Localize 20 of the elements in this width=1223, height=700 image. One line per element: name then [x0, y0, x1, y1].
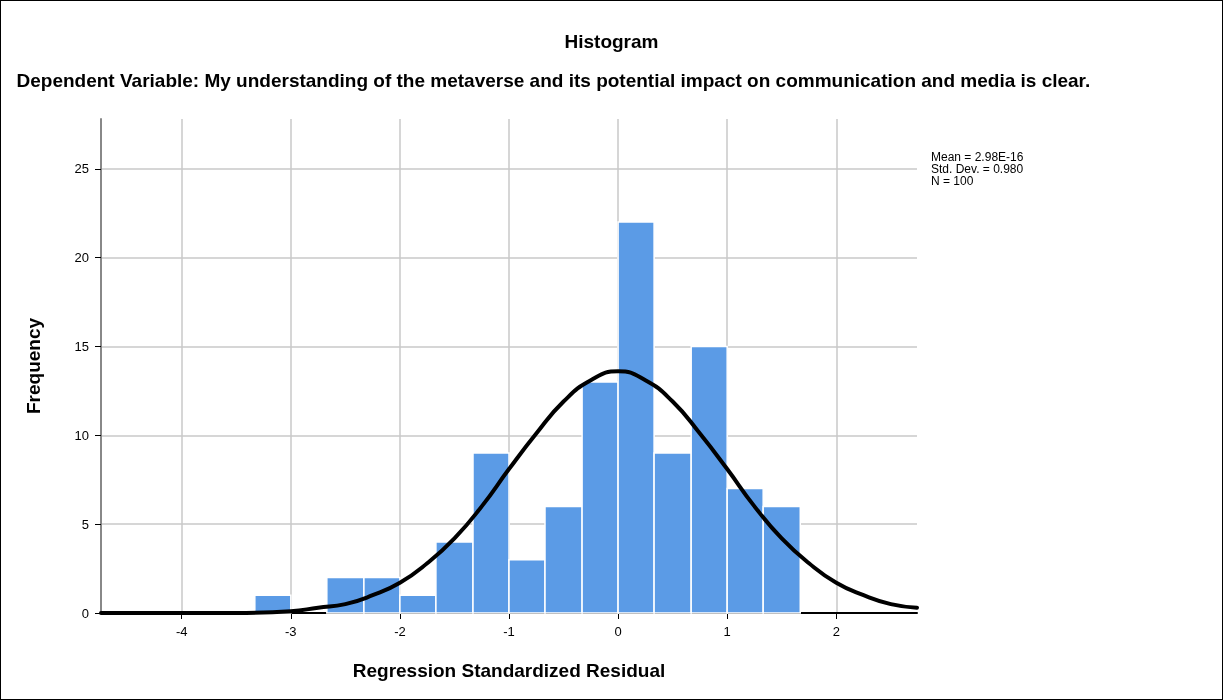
- x-tick-label: -1: [503, 624, 515, 639]
- x-tick-label: 0: [614, 624, 622, 639]
- y-tick-label: 15: [74, 338, 89, 354]
- text: Std. Dev. = 0.980: [931, 162, 1024, 176]
- x-tick-label: -4: [175, 624, 188, 639]
- y-axis-title: Frequency: [23, 317, 44, 415]
- y-tick-label: 5: [81, 516, 89, 532]
- y-tick-label: 25: [74, 161, 89, 177]
- y-tick-label: 0: [81, 605, 89, 621]
- text: N = 100: [931, 174, 974, 188]
- x-tick-label: -2: [394, 624, 406, 639]
- x-axis-title: Regression Standardized Residual: [352, 660, 666, 681]
- chart-title: Histogram: [564, 31, 659, 52]
- y-tick-label: 20: [74, 250, 89, 266]
- x-tick-label: -3: [285, 624, 297, 639]
- chart-subtitle: Dependent Variable: My understanding of the metaverse and its potential impact on communication and media is clear.: [16, 69, 1091, 91]
- x-tick-label: 2: [832, 624, 840, 639]
- y-tick-label: 10: [74, 427, 89, 443]
- x-tick-label: 1: [723, 624, 731, 639]
- text: Mean = 2.98E-16: [931, 150, 1024, 164]
